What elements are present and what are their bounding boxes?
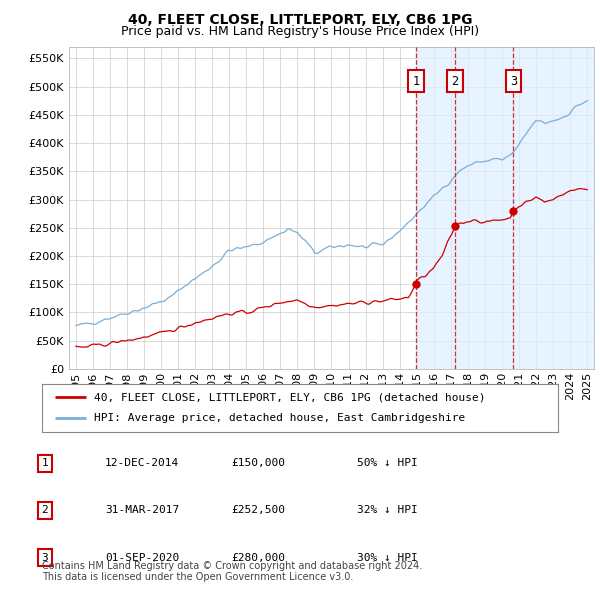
Text: Price paid vs. HM Land Registry's House Price Index (HPI): Price paid vs. HM Land Registry's House … (121, 25, 479, 38)
Text: HPI: Average price, detached house, East Cambridgeshire: HPI: Average price, detached house, East… (94, 414, 465, 424)
Bar (514, 47, 594, 369)
Text: 30% ↓ HPI: 30% ↓ HPI (357, 553, 418, 562)
Text: 1: 1 (412, 74, 419, 87)
Text: 40, FLEET CLOSE, LITTLEPORT, ELY, CB6 1PG: 40, FLEET CLOSE, LITTLEPORT, ELY, CB6 1P… (128, 13, 472, 27)
Text: 40, FLEET CLOSE, LITTLEPORT, ELY, CB6 1PG (detached house): 40, FLEET CLOSE, LITTLEPORT, ELY, CB6 1P… (94, 392, 485, 402)
Bar (416, 47, 455, 369)
Text: 1: 1 (41, 458, 49, 468)
Text: 2: 2 (452, 74, 458, 87)
Text: 3: 3 (510, 74, 517, 87)
Text: £252,500: £252,500 (231, 506, 285, 515)
Text: 50% ↓ HPI: 50% ↓ HPI (357, 458, 418, 468)
Text: Contains HM Land Registry data © Crown copyright and database right 2024.
This d: Contains HM Land Registry data © Crown c… (42, 560, 422, 582)
Text: 32% ↓ HPI: 32% ↓ HPI (357, 506, 418, 515)
Bar (455, 47, 514, 369)
Text: £280,000: £280,000 (231, 553, 285, 562)
Text: 01-SEP-2020: 01-SEP-2020 (105, 553, 179, 562)
Text: 2: 2 (41, 506, 49, 515)
Text: 3: 3 (41, 553, 49, 562)
Text: £150,000: £150,000 (231, 458, 285, 468)
Text: 31-MAR-2017: 31-MAR-2017 (105, 506, 179, 515)
Text: 12-DEC-2014: 12-DEC-2014 (105, 458, 179, 468)
